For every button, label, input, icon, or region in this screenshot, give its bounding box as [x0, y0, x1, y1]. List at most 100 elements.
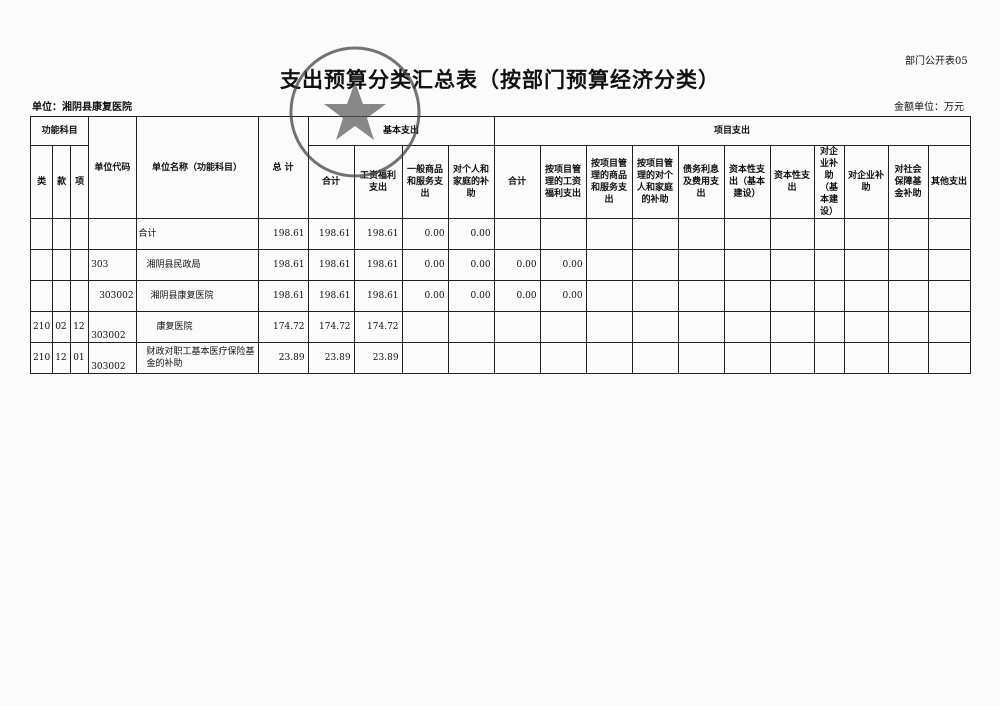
- cell-total: 198.61: [257, 218, 309, 250]
- header-project-col: 对社会保障基金补助: [887, 145, 929, 219]
- cell-b_total: 198.61: [307, 218, 355, 250]
- cell-empty: [723, 218, 771, 250]
- cell-b_wage: 198.61: [353, 218, 403, 250]
- cell-b_total: 198.61: [307, 280, 355, 312]
- cell-code: 303002: [88, 342, 137, 374]
- budget-table: 功能科目 单位代码 单位名称（功能科目） 总 计 基本支出 项目支出 类 款 项…: [29, 116, 971, 374]
- cell-total: 23.89: [257, 342, 309, 374]
- header-lei: 类: [29, 145, 54, 219]
- cell-b_family: [447, 342, 495, 374]
- cell-b_goods: 0.00: [401, 218, 449, 250]
- cell-empty: [769, 280, 815, 312]
- cell-empty: [677, 249, 725, 281]
- header-unit-name: 单位名称（功能科目）: [135, 116, 259, 219]
- header-total: 总 计: [257, 116, 309, 219]
- header-project: 项目支出: [493, 116, 971, 146]
- header-basic-col: 合计: [307, 145, 355, 219]
- cell-p_total: 0.00: [493, 280, 541, 312]
- cell-b_total: 174.72: [307, 311, 355, 343]
- cell-empty: [585, 342, 633, 374]
- cell-empty: [813, 311, 845, 343]
- header-basic-col: 一般商品和服务支出: [401, 145, 449, 219]
- cell-empty: [769, 249, 815, 281]
- cell-total: 174.72: [257, 311, 309, 343]
- header-project-col: 对企业补助: [843, 145, 889, 219]
- cell-p_wage: 0.00: [539, 280, 587, 312]
- cell-code: 303002: [88, 311, 137, 343]
- cell-xiang: [70, 249, 90, 281]
- cell-b_family: 0.00: [447, 249, 495, 281]
- cell-p_wage: [539, 218, 587, 250]
- cell-empty: [887, 249, 929, 281]
- page-title: 支出预算分类汇总表（按部门预算经济分类）: [280, 68, 720, 92]
- header-project-col: 资本性支出（基本建设）: [723, 145, 771, 219]
- cell-empty: [631, 342, 679, 374]
- cell-kuan: [52, 249, 72, 281]
- cell-lei: 210: [29, 311, 54, 343]
- cell-empty: [769, 311, 815, 343]
- cell-empty: [585, 249, 633, 281]
- cell-empty: [813, 218, 845, 250]
- header-basic-col: 对个人和家庭的补助: [447, 145, 495, 219]
- cell-empty: [723, 311, 771, 343]
- cell-total: 198.61: [257, 280, 309, 312]
- cell-empty: [769, 218, 815, 250]
- cell-lei: [29, 218, 54, 250]
- cell-code: 303002: [88, 280, 137, 312]
- cell-p_total: 0.00: [493, 249, 541, 281]
- cell-empty: [887, 311, 929, 343]
- header-unit-code: 单位代码: [88, 116, 137, 219]
- cell-xiang: 01: [70, 342, 90, 374]
- cell-code: 303: [88, 249, 137, 281]
- cell-xiang: 12: [70, 311, 90, 343]
- table-row: 303 湘阴县民政局 198.61 198.61 198.61 0.00 0.00 0.00 0…: [29, 249, 971, 281]
- cell-lei: [29, 280, 54, 312]
- cell-empty: [887, 218, 929, 250]
- table-row: 303002 湘阴县康复医院 198.61 198.61 198.61 0.00 0.00 0…: [29, 280, 971, 312]
- money-unit: 金额单位：万元: [894, 102, 964, 113]
- cell-kuan: 02: [52, 311, 72, 343]
- cell-code: [88, 218, 137, 250]
- cell-empty: [677, 342, 725, 374]
- cell-b_total: 198.61: [307, 249, 355, 281]
- cell-b_goods: [401, 342, 449, 374]
- cell-b_family: [447, 311, 495, 343]
- cell-b_wage: 198.61: [353, 280, 403, 312]
- header-xiang: 项: [70, 145, 90, 219]
- cell-b_goods: 0.00: [401, 249, 449, 281]
- cell-empty: [813, 342, 845, 374]
- header-func-subject: 功能科目: [29, 116, 90, 146]
- unit-label: 单位：湘阴县康复医院: [32, 102, 132, 113]
- header-project-col: 合计: [493, 145, 541, 219]
- header-project-col: 其他支出: [927, 145, 971, 219]
- cell-p_wage: 0.00: [539, 249, 587, 281]
- cell-empty: [843, 342, 889, 374]
- cell-empty: [927, 249, 971, 281]
- cell-empty: [843, 311, 889, 343]
- cell-b_total: 23.89: [307, 342, 355, 374]
- header-project-col: 按项目管理的工资福利支出: [539, 145, 587, 219]
- cell-empty: [677, 311, 725, 343]
- header-project-col: 对企业补助（基本建设）: [813, 145, 845, 219]
- cell-empty: [677, 218, 725, 250]
- header-basic-col: 工资福利支出: [353, 145, 403, 219]
- cell-b_family: 0.00: [447, 280, 495, 312]
- cell-empty: [769, 342, 815, 374]
- cell-kuan: [52, 218, 72, 250]
- cell-empty: [887, 280, 929, 312]
- cell-empty: [843, 249, 889, 281]
- header-project-col: 按项目管理的对个人和家庭的补助: [631, 145, 679, 219]
- cell-b_family: 0.00: [447, 218, 495, 250]
- cell-empty: [677, 280, 725, 312]
- cell-lei: 210: [29, 342, 54, 374]
- cell-empty: [585, 218, 633, 250]
- cell-xiang: [70, 218, 90, 250]
- cell-p_wage: [539, 311, 587, 343]
- cell-empty: [631, 311, 679, 343]
- table-row: 210 02 12 303002 康复医院 174.72 174.72 174.72: [29, 311, 971, 343]
- cell-p_total: [493, 342, 541, 374]
- cell-p_wage: [539, 342, 587, 374]
- cell-empty: [585, 280, 633, 312]
- cell-b_wage: 198.61: [353, 249, 403, 281]
